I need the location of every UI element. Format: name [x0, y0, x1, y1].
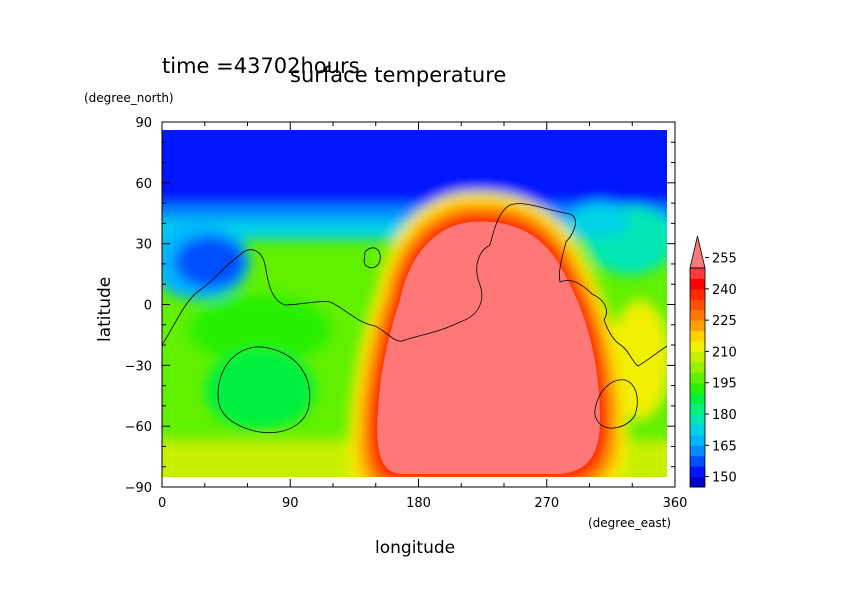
band-blue: [162, 130, 667, 205]
colorbar-segment: [690, 382, 705, 394]
colorbar-segment: [690, 434, 705, 446]
y-axis-label: latitude: [95, 277, 115, 342]
colorbar-segment: [690, 278, 705, 290]
colorbar-label: 165: [712, 439, 737, 454]
x-axis-label: longitude: [375, 538, 455, 558]
coastline-south-west: [217, 346, 310, 434]
axis-ticks: [161, 121, 676, 488]
patch-west-blue: [175, 236, 245, 288]
patch-mid-green: [190, 295, 330, 365]
patch-south-green: [205, 350, 315, 430]
colorbar-segment: [690, 341, 705, 352]
patch-east-teal: [570, 202, 630, 238]
colorbar-label: 240: [712, 283, 737, 298]
x-tick-label: 360: [663, 496, 688, 511]
x-tick-label: 180: [406, 496, 431, 511]
y-tick-label: −60: [125, 420, 152, 435]
x-tick-label: 90: [282, 496, 299, 511]
colorbar-segment: [690, 414, 705, 425]
colorbar-label: 180: [712, 408, 737, 423]
colorbar-segment: [690, 476, 705, 488]
x-tick-label: 270: [534, 496, 559, 511]
colorbar-segment: [690, 466, 705, 478]
colorbar-frame: [689, 267, 706, 488]
colorbar: 150 165 180 195 210 225 240 255: [689, 235, 737, 488]
y-tick-label: −90: [125, 481, 152, 496]
y-tick-label: 90: [135, 116, 152, 131]
coastline-island: [363, 247, 381, 269]
colorbar-segment: [690, 455, 705, 467]
colorbar-segment: [690, 351, 705, 363]
colorbar-segment: [690, 403, 705, 415]
colorbar-segment: [690, 299, 705, 311]
y-unit-label: (degree_north): [84, 91, 174, 105]
x-unit-label: (degree_east): [588, 516, 671, 530]
colorbar-label: 150: [712, 471, 737, 486]
colorbar-label: 225: [712, 314, 737, 329]
chart-title: surface temperature: [290, 63, 506, 87]
time-label: time =43702hours: [162, 54, 360, 78]
colorbar-segment: [690, 361, 705, 373]
y-tick-label: 60: [135, 177, 152, 192]
colorbar-segment: [690, 445, 705, 457]
colorbar-segment: [690, 320, 705, 332]
colorbar-segment: [690, 268, 705, 279]
x-tick-labels: 0 90 180 270 360: [158, 496, 687, 511]
colorbar-segment: [690, 309, 705, 321]
colorbar-label: 255: [712, 252, 737, 267]
coastline-contours: [162, 203, 667, 434]
y-tick-labels: 90 60 30 0 −30 −60 −90: [125, 116, 152, 496]
colorbar-segment: [690, 288, 705, 300]
colorbar-segment: [690, 372, 705, 384]
colorbar-label: 210: [712, 345, 737, 360]
y-tick-label: 30: [135, 238, 152, 253]
y-tick-label: 0: [144, 299, 152, 314]
colorbar-label: 195: [712, 377, 737, 392]
y-tick-label: −30: [125, 359, 152, 374]
colorbar-segment: [690, 330, 705, 342]
x-tick-label: 0: [158, 496, 166, 511]
temperature-field: [162, 130, 667, 477]
coastline-main: [162, 203, 667, 367]
hot-core: [377, 221, 600, 474]
colorbar-segment: [690, 393, 705, 405]
colorbar-segment: [690, 424, 705, 436]
colorbar-arrow: [689, 235, 706, 269]
coastline-south-east: [594, 379, 638, 429]
